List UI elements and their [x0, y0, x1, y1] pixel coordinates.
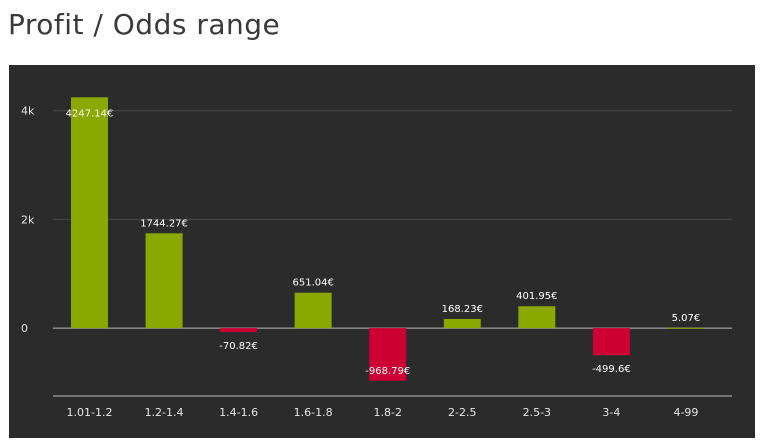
data-label: 401.95€ — [516, 291, 557, 302]
bar — [369, 328, 407, 381]
y-tick-label: 2k — [21, 213, 35, 226]
bar — [220, 328, 258, 332]
x-tick-label: 2.5-3 — [523, 406, 551, 419]
bar — [667, 327, 705, 329]
data-label: 651.04€ — [292, 278, 333, 289]
data-label: 4247.14€ — [66, 108, 114, 119]
x-tick-label: 4-99 — [673, 406, 698, 419]
bar — [71, 97, 108, 329]
x-tick-label: 3-4 — [602, 406, 620, 419]
data-label: -968.79€ — [365, 366, 410, 377]
x-tick-label: 1.4-1.6 — [219, 406, 258, 419]
y-tick-label: 4k — [21, 105, 35, 118]
x-tick-label: 1.6-1.8 — [294, 406, 333, 419]
data-label: 1744.27€ — [140, 218, 188, 229]
chart-panel: 0 2k 4k 4247.14€ 1.01-1.2 1744.27€ 1.2-1.4 -70.… — [9, 65, 755, 438]
data-label: 5.07€ — [672, 313, 701, 324]
x-tick-label: 2-2.5 — [448, 406, 476, 419]
bar — [294, 292, 332, 329]
x-tick-label: 1.01-1.2 — [67, 406, 113, 419]
bar-chart: 0 2k 4k 4247.14€ 1.01-1.2 1744.27€ 1.2-1.4 -70.… — [21, 97, 732, 419]
bar — [145, 233, 183, 329]
data-label: -499.6€ — [592, 364, 631, 375]
x-tick-label: 1.8-2 — [373, 406, 401, 419]
bar — [592, 328, 630, 356]
y-tick-label: 0 — [21, 322, 28, 335]
page-title: Profit / Odds range — [8, 8, 281, 41]
bar — [443, 318, 481, 329]
bar — [518, 306, 556, 329]
data-label: -70.82€ — [219, 341, 258, 352]
data-label: 168.23€ — [442, 304, 483, 315]
x-tick-label: 1.2-1.4 — [145, 406, 184, 419]
